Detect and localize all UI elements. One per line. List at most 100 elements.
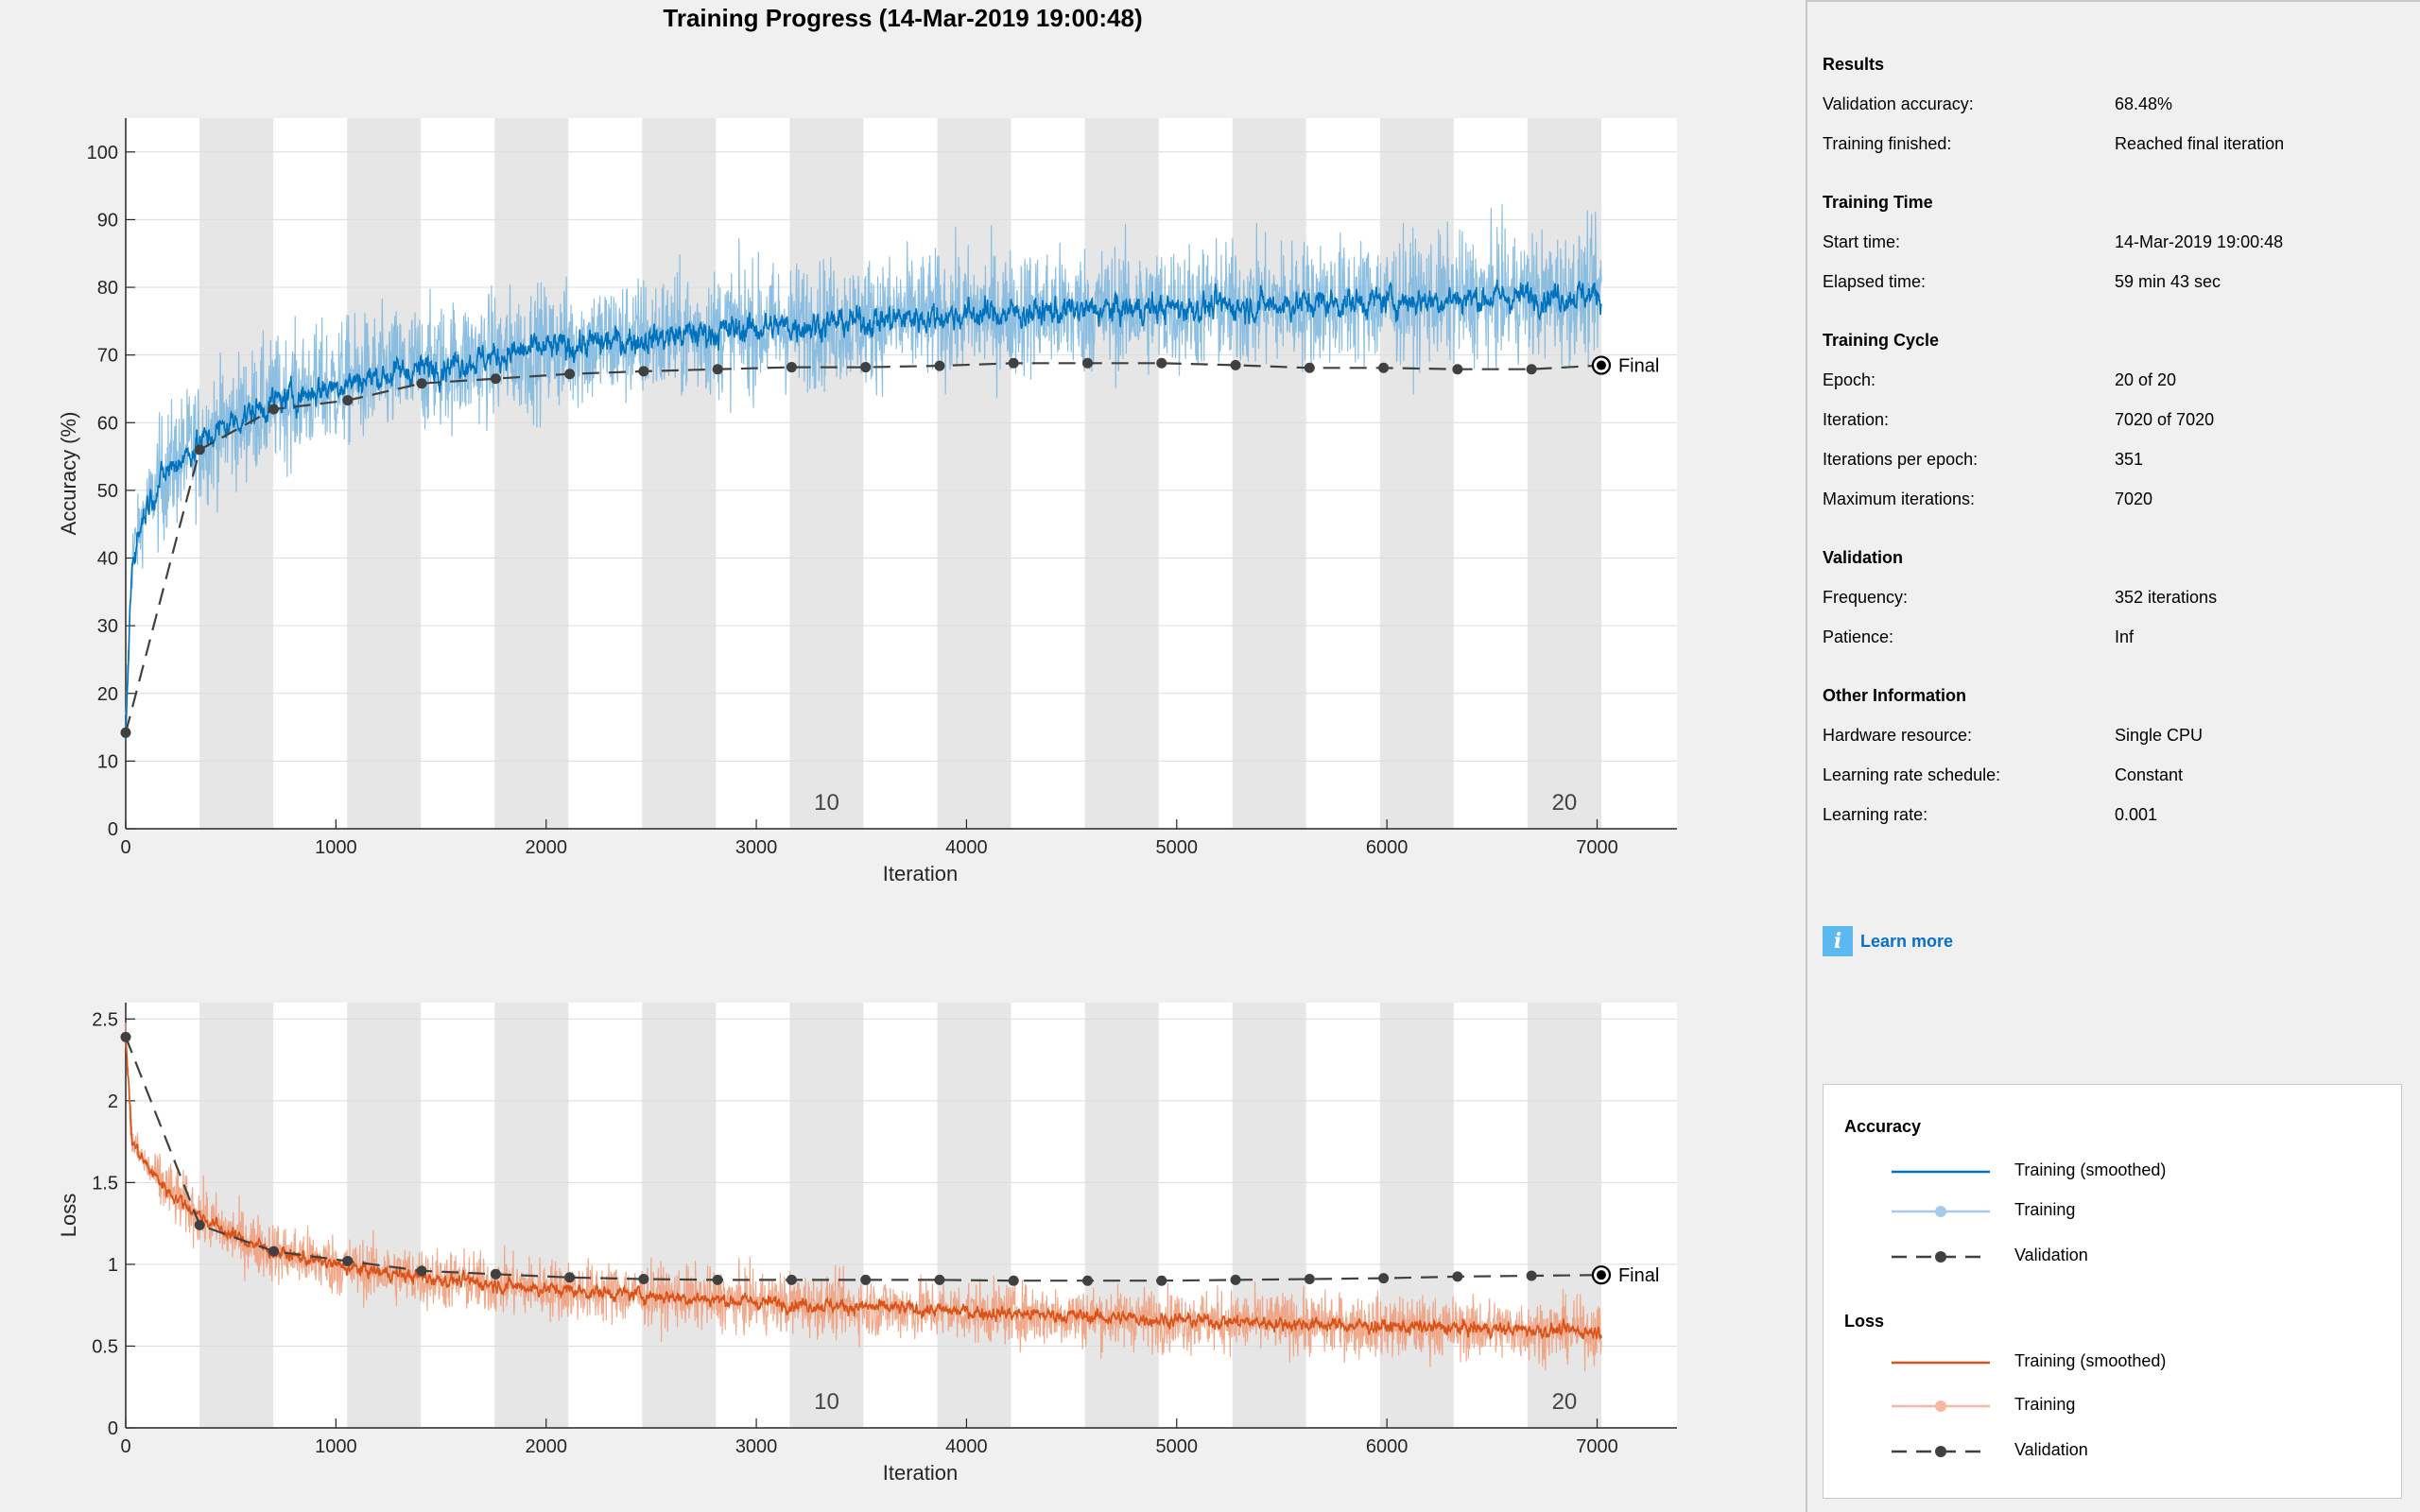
figure-title: Training Progress (14-Mar-2019 19:00:48) — [663, 4, 1143, 32]
frequency-row: Frequency: 352 iterations — [1823, 588, 2390, 610]
loss-validation-point — [120, 1031, 131, 1042]
accuracy-final-marker-dot — [1596, 360, 1606, 370]
accuracy-validation-point — [490, 373, 501, 385]
epoch-band — [1084, 1003, 1159, 1428]
validation-accuracy-row: Validation accuracy: 68.48% — [1823, 94, 2390, 117]
y-tick-label: 80 — [97, 278, 118, 299]
x-tick-label: 0 — [120, 837, 130, 858]
epoch-band — [1379, 1003, 1454, 1428]
x-tick-label: 4000 — [945, 1436, 988, 1457]
start-time-label: Start time: — [1823, 232, 1901, 251]
elapsed-time-row: Elapsed time: 59 min 43 sec — [1823, 272, 2390, 295]
x-tick-label: 3000 — [735, 837, 778, 858]
y-tick-label: 100 — [87, 143, 118, 163]
x-axis-label: Iteration — [883, 862, 959, 885]
hardware-resource-label: Hardware resource: — [1823, 726, 1973, 745]
accuracy-validation-point — [1378, 362, 1390, 373]
epoch-value: 20 of 20 — [2115, 370, 2177, 389]
loss-validation-point — [1082, 1275, 1094, 1286]
loss-validation-point — [564, 1272, 576, 1283]
iterations-per-epoch-row: Iterations per epoch: 351 — [1823, 450, 2390, 472]
patience-value: Inf — [2115, 627, 2135, 646]
legend-dashed-marker-icon — [1892, 1251, 1990, 1263]
x-tick-label: 7000 — [1576, 1436, 1618, 1457]
y-tick-label: 0.5 — [92, 1336, 118, 1357]
legend-panel: Accuracy Training (smoothed) Training Va… — [1823, 1084, 2402, 1499]
x-tick-label: 3000 — [735, 1436, 778, 1457]
epoch-band — [1232, 118, 1306, 829]
x-tick-label: 4000 — [945, 837, 988, 858]
start-time-value: 14-Mar-2019 19:00:48 — [2115, 232, 2284, 251]
accuracy-validation-point — [1452, 364, 1463, 375]
learn-more-label: Learn more — [1860, 931, 1954, 951]
y-tick-label: 20 — [97, 684, 118, 705]
iteration-label: Iteration: — [1823, 410, 1890, 429]
loss-validation-point — [1008, 1275, 1019, 1286]
loss-final-marker-dot — [1596, 1270, 1606, 1280]
training-cycle-heading: Training Cycle — [1823, 331, 1940, 350]
x-tick-label: 5000 — [1156, 1436, 1199, 1457]
accuracy-validation-point — [1082, 357, 1094, 369]
legend-marker-line-icon — [1892, 1400, 1990, 1412]
epoch-band — [789, 118, 864, 829]
epoch-label: 10 — [814, 1389, 839, 1415]
epoch-band — [789, 1003, 864, 1428]
learning-rate-schedule-value: Constant — [2115, 765, 2184, 784]
legend-loss-heading: Loss — [1844, 1312, 1885, 1331]
x-tick-label: 2000 — [525, 837, 567, 858]
y-tick-label: 1.5 — [92, 1173, 118, 1194]
patience-row: Patience: Inf — [1823, 627, 2390, 650]
legend-loss-smoothed: Training (smoothed) — [1890, 1351, 2362, 1374]
epoch-band — [1379, 118, 1454, 829]
x-tick-label: 6000 — [1366, 837, 1409, 858]
loss-validation-point — [712, 1274, 723, 1285]
loss-plot: 0 0.5 1 1.5 2 2.5 0 1000 2000 3000 4000 5000 6000 700… — [57, 1003, 1677, 1485]
legend-line-icon — [1892, 1361, 1990, 1365]
maximum-iterations-label: Maximum iterations: — [1823, 490, 1976, 508]
learn-more-link[interactable]: i Learn more — [1823, 926, 1953, 956]
legend-loss-smoothed-label: Training (smoothed) — [2014, 1351, 2167, 1370]
loss-final-label: Final — [1618, 1265, 1659, 1286]
training-time-heading: Training Time — [1823, 193, 1933, 212]
validation-accuracy-value: 68.48% — [2115, 94, 2173, 113]
loss-validation-point — [1378, 1273, 1390, 1284]
epoch-band — [642, 1003, 717, 1428]
loss-validation-point — [1526, 1270, 1537, 1281]
maximum-iterations-row: Maximum iterations: 7020 — [1823, 490, 2390, 512]
accuracy-validation-point — [1230, 359, 1241, 370]
epoch-band — [199, 1003, 274, 1428]
frequency-value: 352 iterations — [2115, 588, 2218, 607]
epoch-band — [1527, 118, 1601, 829]
info-icon: i — [1823, 926, 1853, 956]
accuracy-validation-point — [416, 378, 427, 389]
x-tick-label: 6000 — [1366, 1436, 1409, 1457]
maximum-iterations-value: 7020 — [2115, 490, 2153, 508]
info-panel: Results Validation accuracy: 68.48% Trai… — [1806, 0, 2420, 1512]
epoch-band — [347, 1003, 422, 1428]
training-finished-label: Training finished: — [1823, 134, 1952, 153]
accuracy-validation-point — [1008, 357, 1019, 369]
x-tick-label: 5000 — [1156, 837, 1199, 858]
iteration-row: Iteration: 7020 of 7020 — [1823, 410, 2390, 433]
loss-validation-point — [1230, 1274, 1241, 1285]
epoch-band — [937, 1003, 1011, 1428]
epoch-band — [494, 1003, 569, 1428]
accuracy-validation-point — [934, 360, 945, 371]
loss-smoothed-line — [125, 1034, 1602, 1340]
x-tick-label: 7000 — [1576, 837, 1618, 858]
legend-accuracy-smoothed: Training (smoothed) — [1890, 1160, 2362, 1183]
legend-loss-validation-label: Validation — [2014, 1440, 2088, 1459]
loss-validation-point — [638, 1274, 649, 1284]
legend-dashed-marker-icon — [1892, 1446, 1990, 1457]
accuracy-validation-line — [124, 362, 1602, 733]
accuracy-validation-point — [564, 369, 576, 380]
epoch-label: Epoch: — [1823, 370, 1876, 389]
training-finished-row: Training finished: Reached final iterati… — [1823, 134, 2390, 157]
legend-loss-training: Training — [1890, 1395, 2362, 1418]
epoch-band — [1084, 118, 1159, 829]
accuracy-validation-point — [342, 395, 354, 406]
y-tick-label: 0 — [108, 1418, 118, 1439]
epoch-band — [1232, 1003, 1306, 1428]
legend-accuracy-smoothed-label: Training (smoothed) — [2014, 1160, 2167, 1179]
loss-validation-point — [1452, 1271, 1463, 1282]
